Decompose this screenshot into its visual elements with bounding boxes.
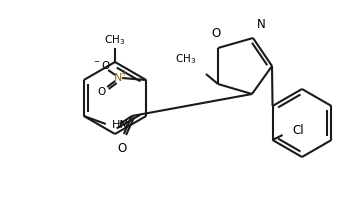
Text: N: N [257, 18, 266, 31]
Text: O: O [97, 87, 105, 97]
Text: $^-$O: $^-$O [92, 59, 111, 71]
Text: HN: HN [112, 120, 128, 130]
Text: O: O [211, 27, 220, 40]
Text: N: N [114, 73, 122, 83]
Text: CH$_3$: CH$_3$ [104, 33, 126, 47]
Text: O: O [117, 142, 126, 155]
Text: CH$_3$: CH$_3$ [175, 52, 196, 66]
Text: Cl: Cl [293, 124, 304, 137]
Text: +: + [120, 69, 126, 77]
